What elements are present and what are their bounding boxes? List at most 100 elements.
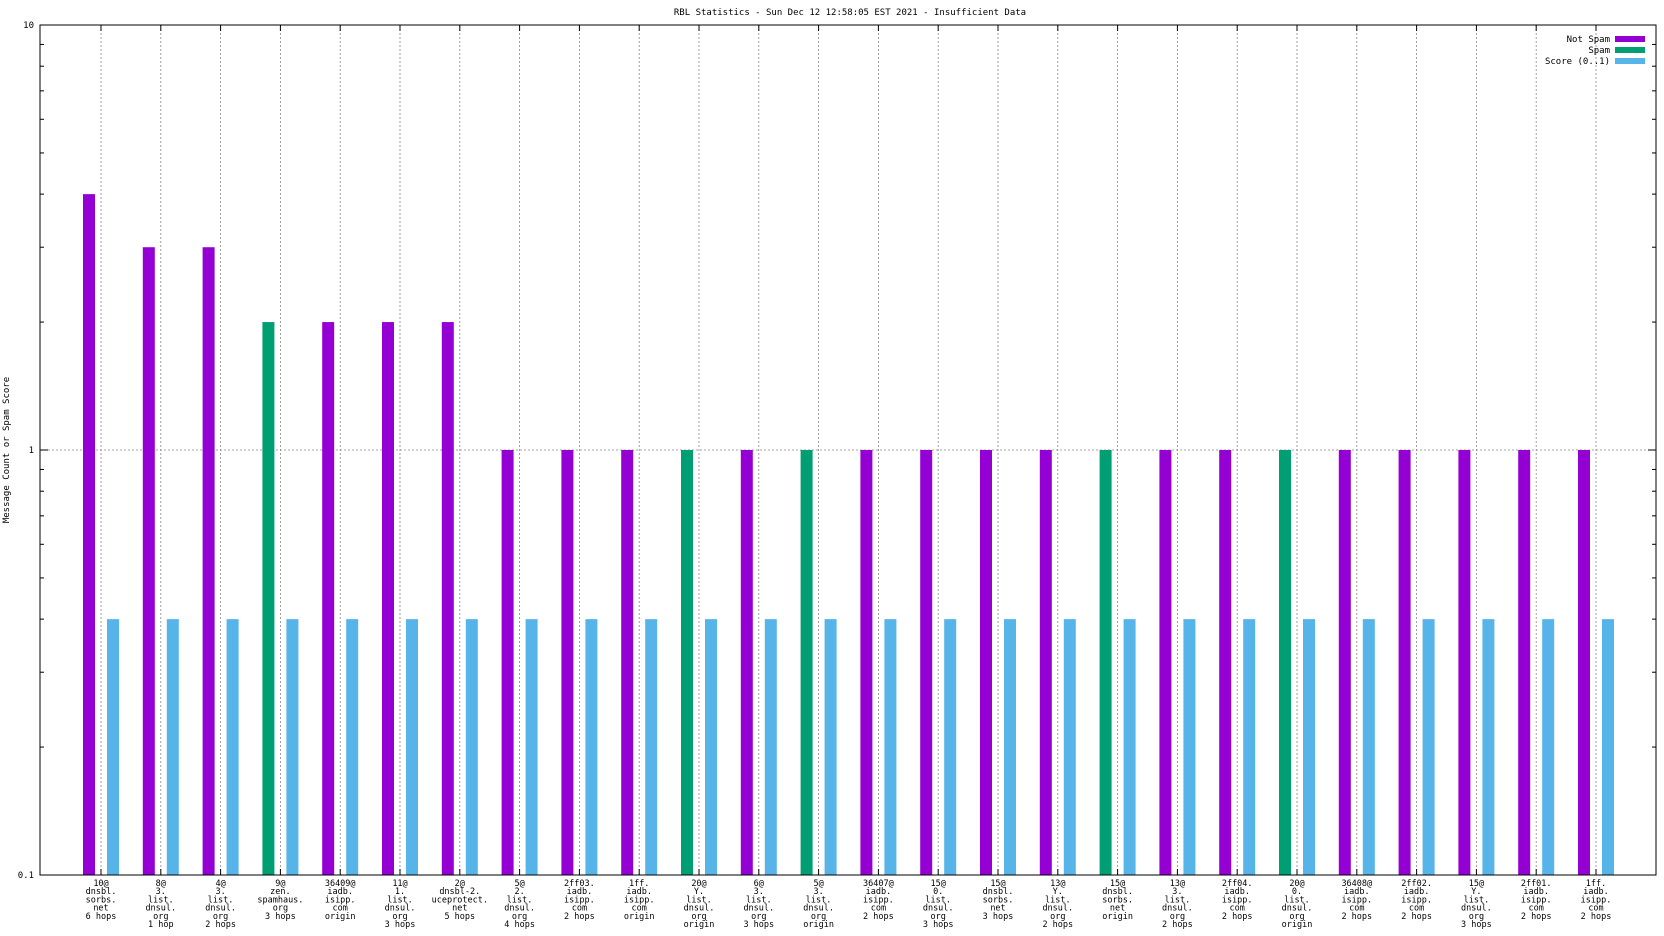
x-tick-label-line: 36407@ xyxy=(863,879,894,889)
x-tick-label-line: org xyxy=(931,912,946,922)
x-tick-label: 15@ dnsbl. sorbs. net 3 hops xyxy=(983,879,1014,922)
x-tick-label-line: sorbs. xyxy=(983,895,1014,905)
bar xyxy=(1183,619,1196,875)
x-tick-label-line: iadb. xyxy=(1583,887,1609,897)
x-tick-label-line: list. xyxy=(507,895,533,905)
bar xyxy=(860,450,873,875)
x-tick-label-line: net xyxy=(1110,904,1125,914)
x-tick-label-line: com xyxy=(632,904,647,914)
bar xyxy=(705,619,717,875)
x-tick-label-line: Y. xyxy=(1053,887,1063,897)
grid-lines xyxy=(40,25,1656,875)
x-tick-label-line: org xyxy=(512,912,527,922)
x-tick-label-line: 15@ xyxy=(990,879,1005,889)
x-tick-label-line: list. xyxy=(1464,895,1490,905)
x-tick-label: 15@ dnsbl. sorbs. net origin xyxy=(1102,879,1133,922)
x-tick-label-line: iadb. xyxy=(626,887,652,897)
x-tick-label-line: com xyxy=(1230,904,1245,914)
bar xyxy=(346,619,359,875)
x-tick-label-line: isipp. xyxy=(624,895,655,905)
x-tick-label-line: dnsul. xyxy=(743,904,774,914)
x-tick-label-line: org xyxy=(153,912,168,922)
x-tick-label-line: 9@ xyxy=(275,879,285,889)
x-tick-label: 20@ Y. list. dnsul. org origin xyxy=(684,879,715,930)
x-tick-label-line: origin xyxy=(684,920,715,930)
x-tick-label-line: com xyxy=(572,904,587,914)
x-tick-label-line: org xyxy=(811,912,826,922)
x-tick-label-line: dnsul. xyxy=(684,904,715,914)
x-tick-label-line: Y. xyxy=(1471,887,1481,897)
x-tick-label-line: list. xyxy=(148,895,174,905)
x-tick-label-line: dnsul. xyxy=(923,904,954,914)
x-tick-label-line: origin xyxy=(803,920,834,930)
x-tick-label-line: 0. xyxy=(933,887,943,897)
bar xyxy=(501,450,514,875)
bar xyxy=(1458,450,1471,875)
legend-label: Score (0..1) xyxy=(1545,57,1610,67)
x-tick-label-line: 1ff. xyxy=(629,879,649,889)
x-tick-label-line: list. xyxy=(208,895,234,905)
y-tick-label: 1 xyxy=(29,446,34,456)
bar xyxy=(83,194,95,875)
x-tick-label-line: 3. xyxy=(156,887,166,897)
bar xyxy=(382,322,394,875)
x-tick-label-line: isipp. xyxy=(1521,895,1552,905)
x-tick-label: 11@ 1. list. dnsul. org 3 hops xyxy=(385,879,416,930)
x-tick-label-line: 15@ xyxy=(1110,879,1125,889)
x-tick-label: 6@ 3. list. dnsul. org 3 hops xyxy=(743,879,774,930)
bar xyxy=(1362,619,1375,875)
x-tick-label-line: 5 hops xyxy=(444,912,475,922)
x-tick-label-line: dnsul. xyxy=(205,904,236,914)
x-tick-label-line: origin xyxy=(624,912,655,922)
x-tick-label-line: 6@ xyxy=(754,879,764,889)
x-tick-label: 5@ 3. list. dnsul. org origin xyxy=(803,879,834,930)
x-tick-label-line: iadb. xyxy=(1224,887,1250,897)
x-tick-label-line: dnsbl. xyxy=(1102,887,1133,897)
bar xyxy=(1099,450,1112,875)
x-tick-label-line: 2. xyxy=(514,887,524,897)
x-tick-label-line: 2 hops xyxy=(205,920,236,930)
x-tick-label-line: isipp. xyxy=(1581,895,1612,905)
x-tick-label-line: isipp. xyxy=(1222,895,1253,905)
x-tick-label-line: isipp. xyxy=(863,895,894,905)
x-tick-label-line: 2 hops xyxy=(1162,920,1193,930)
x-tick-label: 15@ Y. list. dnsul. org 3 hops xyxy=(1461,879,1492,930)
x-tick-label-line: 36409@ xyxy=(325,879,356,889)
bar xyxy=(621,450,634,875)
x-tick-label-line: dnsul. xyxy=(1282,904,1313,914)
x-tick-label-line: dnsul. xyxy=(1042,904,1073,914)
x-tick-label-line: 2ff01. xyxy=(1521,879,1552,889)
bar xyxy=(764,619,777,875)
x-tick-label-line: com xyxy=(1529,904,1544,914)
x-tick-label-line: org xyxy=(1469,912,1484,922)
bar xyxy=(1039,450,1052,875)
x-tick-label: 2ff03. iadb. isipp. com 2 hops xyxy=(564,879,595,922)
x-tick-label: 1ff. iadb. isipp. com 2 hops xyxy=(1581,879,1612,922)
x-tick-label-line: origin xyxy=(1282,920,1313,930)
x-tick-label-line: iadb. xyxy=(1404,887,1430,897)
x-tick-label-line: com xyxy=(1588,904,1603,914)
x-tick-label-line: org xyxy=(691,912,706,922)
x-tick-label-line: 2 hops xyxy=(1521,912,1552,922)
bar xyxy=(1243,619,1256,875)
x-tick-label-line: isipp. xyxy=(564,895,595,905)
bar xyxy=(1578,450,1590,875)
x-tick-label-line: iadb. xyxy=(1344,887,1370,897)
x-tick-label-line: spamhaus. xyxy=(257,895,303,905)
x-tick-label-line: list. xyxy=(806,895,832,905)
x-tick-label-line: 15@ xyxy=(1469,879,1484,889)
x-tick-label: 2ff04. iadb. isipp. com 2 hops xyxy=(1222,879,1253,922)
x-tick-label-line: 2 hops xyxy=(564,912,595,922)
bar xyxy=(1482,619,1495,875)
x-tick-label-line: 5@ xyxy=(813,879,823,889)
bar xyxy=(645,619,658,875)
x-tick-label-line: 10@ xyxy=(93,879,108,889)
x-tick-label: 2@ dnsbl-2. uceprotect. net 5 hops xyxy=(432,879,488,922)
x-tick-label-line: 3. xyxy=(1172,887,1182,897)
x-tick-label-line: 2ff03. xyxy=(564,879,595,889)
x-tick-label: 13@ 3. list. dnsul. org 2 hops xyxy=(1162,879,1193,930)
bar xyxy=(1123,619,1136,875)
x-tick-label-line: net xyxy=(93,904,108,914)
